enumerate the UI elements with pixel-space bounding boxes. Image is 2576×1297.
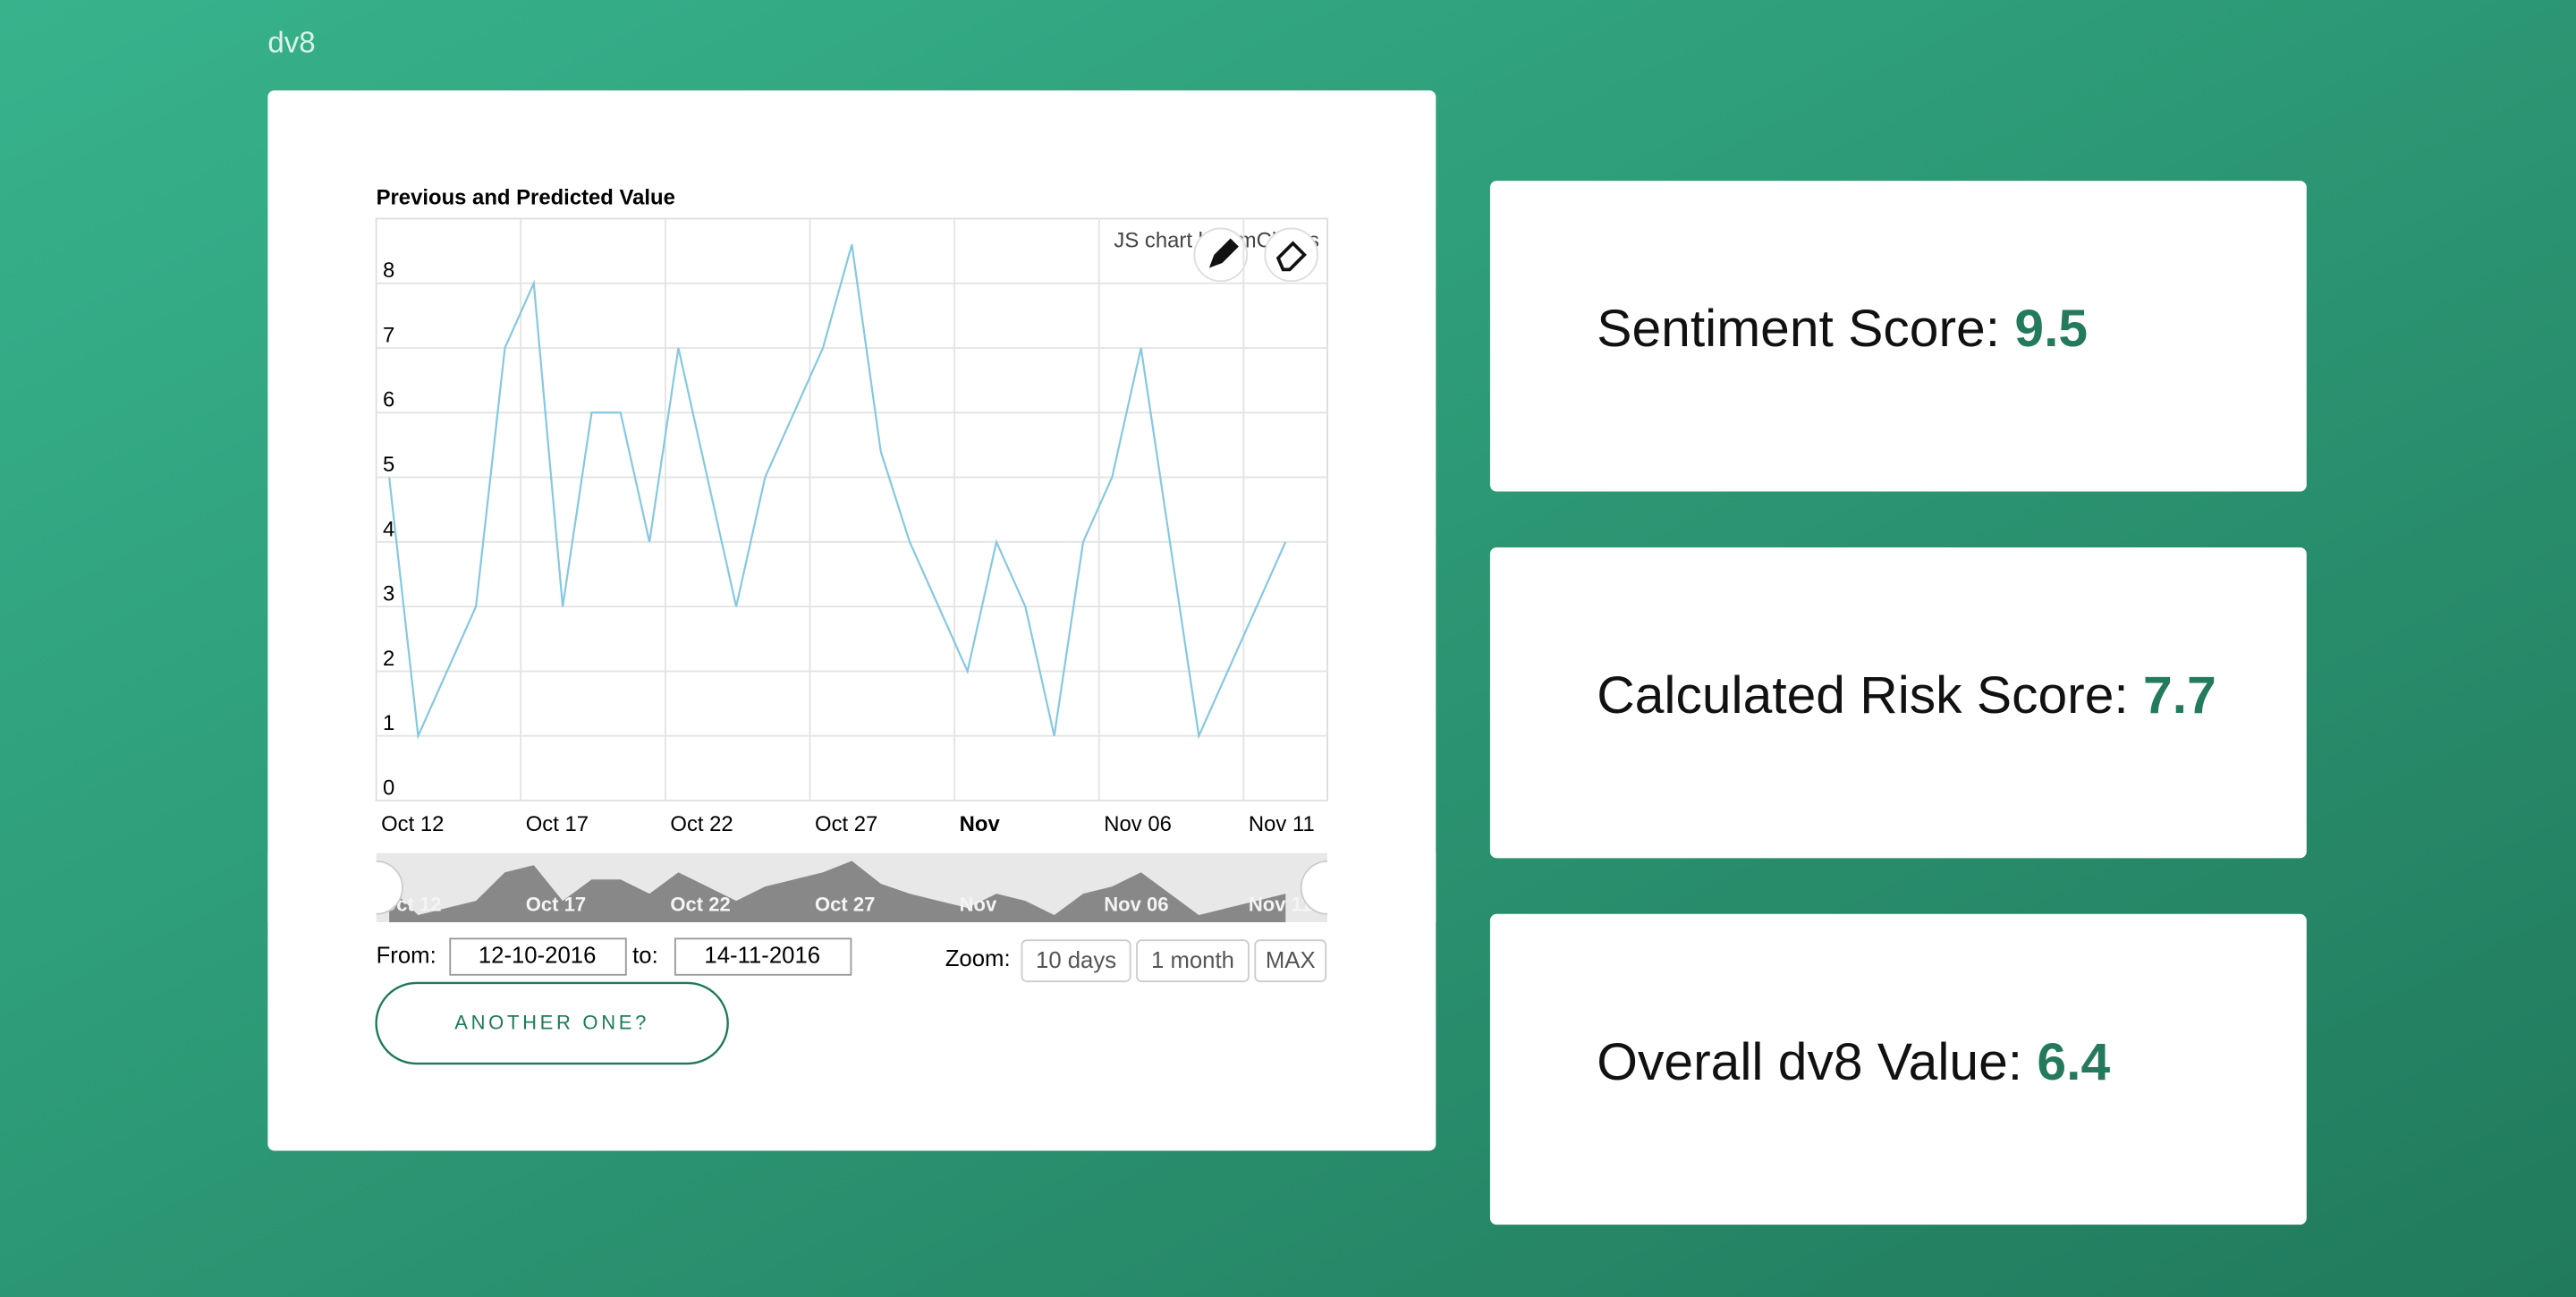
pencil-icon xyxy=(1208,238,1239,268)
score-text: Overall dv8 Value: 6.4 xyxy=(1597,1032,2110,1090)
y-tick-label: 6 xyxy=(383,388,394,412)
score-label: Overall dv8 Value: xyxy=(1597,1032,2022,1090)
score-card xyxy=(1489,181,2307,492)
scroll-label: Oct 27 xyxy=(815,893,875,915)
to-label: to: xyxy=(632,943,658,968)
panel-clip-left xyxy=(267,852,377,922)
score-text: Calculated Risk Score: 7.7 xyxy=(1597,666,2216,725)
y-tick-label: 5 xyxy=(383,453,394,477)
y-tick-label: 4 xyxy=(383,517,394,541)
scroll-preview xyxy=(389,860,1286,922)
to-input[interactable] xyxy=(674,937,852,976)
y-tick-label: 8 xyxy=(383,259,394,283)
y-tick-label: 1 xyxy=(383,711,394,735)
scroll-label: Nov 06 xyxy=(1104,893,1168,915)
score-card xyxy=(1489,913,2307,1225)
x-tick-label: Nov 11 xyxy=(1249,812,1315,836)
zoom-label: Zoom: xyxy=(945,946,1011,971)
zoom-button-label: MAX xyxy=(1266,948,1316,973)
zoom-button[interactable] xyxy=(1136,939,1250,983)
x-tick-label: Oct 22 xyxy=(670,812,733,836)
data-line xyxy=(388,244,1287,740)
x-tick-label: Nov xyxy=(960,812,1001,836)
x-tick-label: Nov 06 xyxy=(1104,812,1172,836)
zoom-button[interactable] xyxy=(1021,939,1131,983)
score-value: 7.7 xyxy=(2143,666,2216,725)
panel-clip-right xyxy=(1327,852,1436,922)
scroll-label: Nov 11 xyxy=(1249,893,1312,915)
y-tick-label: 0 xyxy=(383,776,394,800)
x-tick-label: Oct 17 xyxy=(526,812,589,836)
zoom-button-label: 10 days xyxy=(1036,948,1116,973)
from-input[interactable] xyxy=(449,937,627,976)
score-text: Sentiment Score: 9.5 xyxy=(1597,300,2088,358)
y-tick-label: 7 xyxy=(383,323,394,347)
x-tick-label: Oct 12 xyxy=(381,812,444,836)
another-button[interactable] xyxy=(375,981,729,1065)
scroll-label: Oct 22 xyxy=(670,893,730,915)
chart-title: Previous and Predicted Value xyxy=(377,186,675,210)
score-label: Sentiment Score: xyxy=(1597,300,2000,358)
from-value: 12-10-2016 xyxy=(479,943,597,968)
x-tick-label: Oct 27 xyxy=(815,812,877,836)
another-button-label: ANOTHER ONE? xyxy=(454,1012,649,1034)
score-card xyxy=(1489,547,2307,859)
zoom-button[interactable] xyxy=(1254,939,1327,983)
score-value: 9.5 xyxy=(2014,300,2088,358)
score-value: 6.4 xyxy=(2037,1032,2110,1090)
scroll-label: Oct 17 xyxy=(526,893,586,915)
y-tick-label: 3 xyxy=(383,582,394,606)
zoom-button-label: 1 month xyxy=(1151,948,1234,973)
score-label: Calculated Risk Score: xyxy=(1597,666,2128,725)
eraser-icon xyxy=(1275,241,1307,272)
scroll-label: Nov xyxy=(960,893,997,915)
y-tick-label: 2 xyxy=(383,647,394,671)
from-label: From: xyxy=(377,943,436,968)
brand: dv8 xyxy=(267,26,315,59)
to-value: 14-11-2016 xyxy=(704,943,820,968)
